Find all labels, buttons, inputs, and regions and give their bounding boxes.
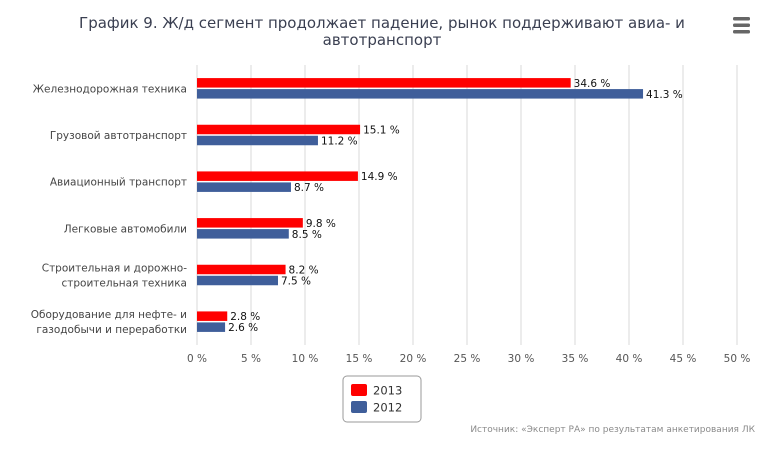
x-tick-label: 40 % <box>616 353 643 365</box>
x-tick-label: 15 % <box>346 353 373 365</box>
data-label: 9.8 % <box>306 218 336 230</box>
data-label: 8.2 % <box>289 265 319 277</box>
menu-button[interactable] <box>729 13 753 37</box>
chart-title: График 9. Ж/д сегмент продолжает падение… <box>79 14 685 49</box>
category-label: Легковые автомобили <box>64 223 187 235</box>
x-tick-label: 50 % <box>724 353 751 365</box>
bar-2013[interactable] <box>197 78 571 88</box>
category-label: Авиационный транспорт <box>50 177 187 189</box>
bar-2013[interactable] <box>197 124 361 135</box>
x-tick-label: 0 % <box>187 353 207 365</box>
bar-2012[interactable] <box>197 229 289 239</box>
category-label: Грузовой автотранспорт <box>50 130 187 142</box>
bar-2013[interactable] <box>197 264 286 275</box>
data-label: 41.3 % <box>646 89 683 101</box>
x-tick-label: 45 % <box>670 353 697 365</box>
legend-label: 2012 <box>373 401 402 415</box>
data-label: 8.5 % <box>292 229 322 241</box>
legend-swatch <box>351 384 367 396</box>
category-label: строительная техника <box>62 278 188 290</box>
x-tick-label: 20 % <box>400 353 427 365</box>
bar-2013[interactable] <box>197 171 358 181</box>
bar-2013[interactable] <box>197 311 228 321</box>
x-tick-label: 30 % <box>508 353 535 365</box>
legend[interactable]: 2013 2012 <box>342 375 422 423</box>
x-tick-label: 10 % <box>292 353 319 365</box>
legend-item-2013[interactable]: 2013 <box>351 384 402 398</box>
plot-area: 34.6 % 41.3 % 15.1 % 11.2 % 14.9 % 8.7 % 9.8 %… <box>197 78 683 334</box>
value-axis: 0 % 5 % 10 % 15 % 20 % 25 % 30 % 35 % 40 % 45 % 50… <box>187 353 750 365</box>
data-label: 11.2 % <box>321 136 358 148</box>
hamburger-menu-icon <box>733 17 750 34</box>
bar-2012[interactable] <box>197 135 318 146</box>
grid <box>196 65 738 345</box>
x-tick-label: 35 % <box>562 353 589 365</box>
category-label: Строительная и дорожно- <box>42 263 187 275</box>
category-label: Оборудование для нефте- и <box>31 309 187 321</box>
source-note: Источник: «Эксперт РА» по результатам ан… <box>470 425 755 435</box>
bar-2012[interactable] <box>197 275 278 286</box>
chart-title-line: График 9. Ж/д сегмент продолжает падение… <box>79 14 685 32</box>
category-axis: Железнодорожная техника Грузовой автотран… <box>31 83 188 336</box>
category-label: Железнодорожная техника <box>33 83 187 95</box>
data-label: 15.1 % <box>363 125 400 137</box>
x-tick-label: 5 % <box>241 353 261 365</box>
data-label: 34.6 % <box>574 78 611 90</box>
bar-2012[interactable] <box>197 89 644 99</box>
category-label: газодобычи и переработки <box>36 324 187 336</box>
data-label: 14.9 % <box>361 171 398 183</box>
chart-title-line: автотранспорт <box>323 31 442 49</box>
data-label: 2.8 % <box>230 311 260 323</box>
x-tick-label: 25 % <box>454 353 481 365</box>
data-label: 7.5 % <box>281 276 311 288</box>
legend-item-2012[interactable]: 2012 <box>351 401 402 415</box>
data-label: 8.7 % <box>294 182 324 194</box>
data-label: 2.6 % <box>228 322 258 334</box>
bar-2013[interactable] <box>197 218 303 228</box>
legend-swatch <box>351 401 367 413</box>
bar-2012[interactable] <box>197 182 291 192</box>
bar-2012[interactable] <box>197 322 226 332</box>
legend-label: 2013 <box>373 384 402 398</box>
